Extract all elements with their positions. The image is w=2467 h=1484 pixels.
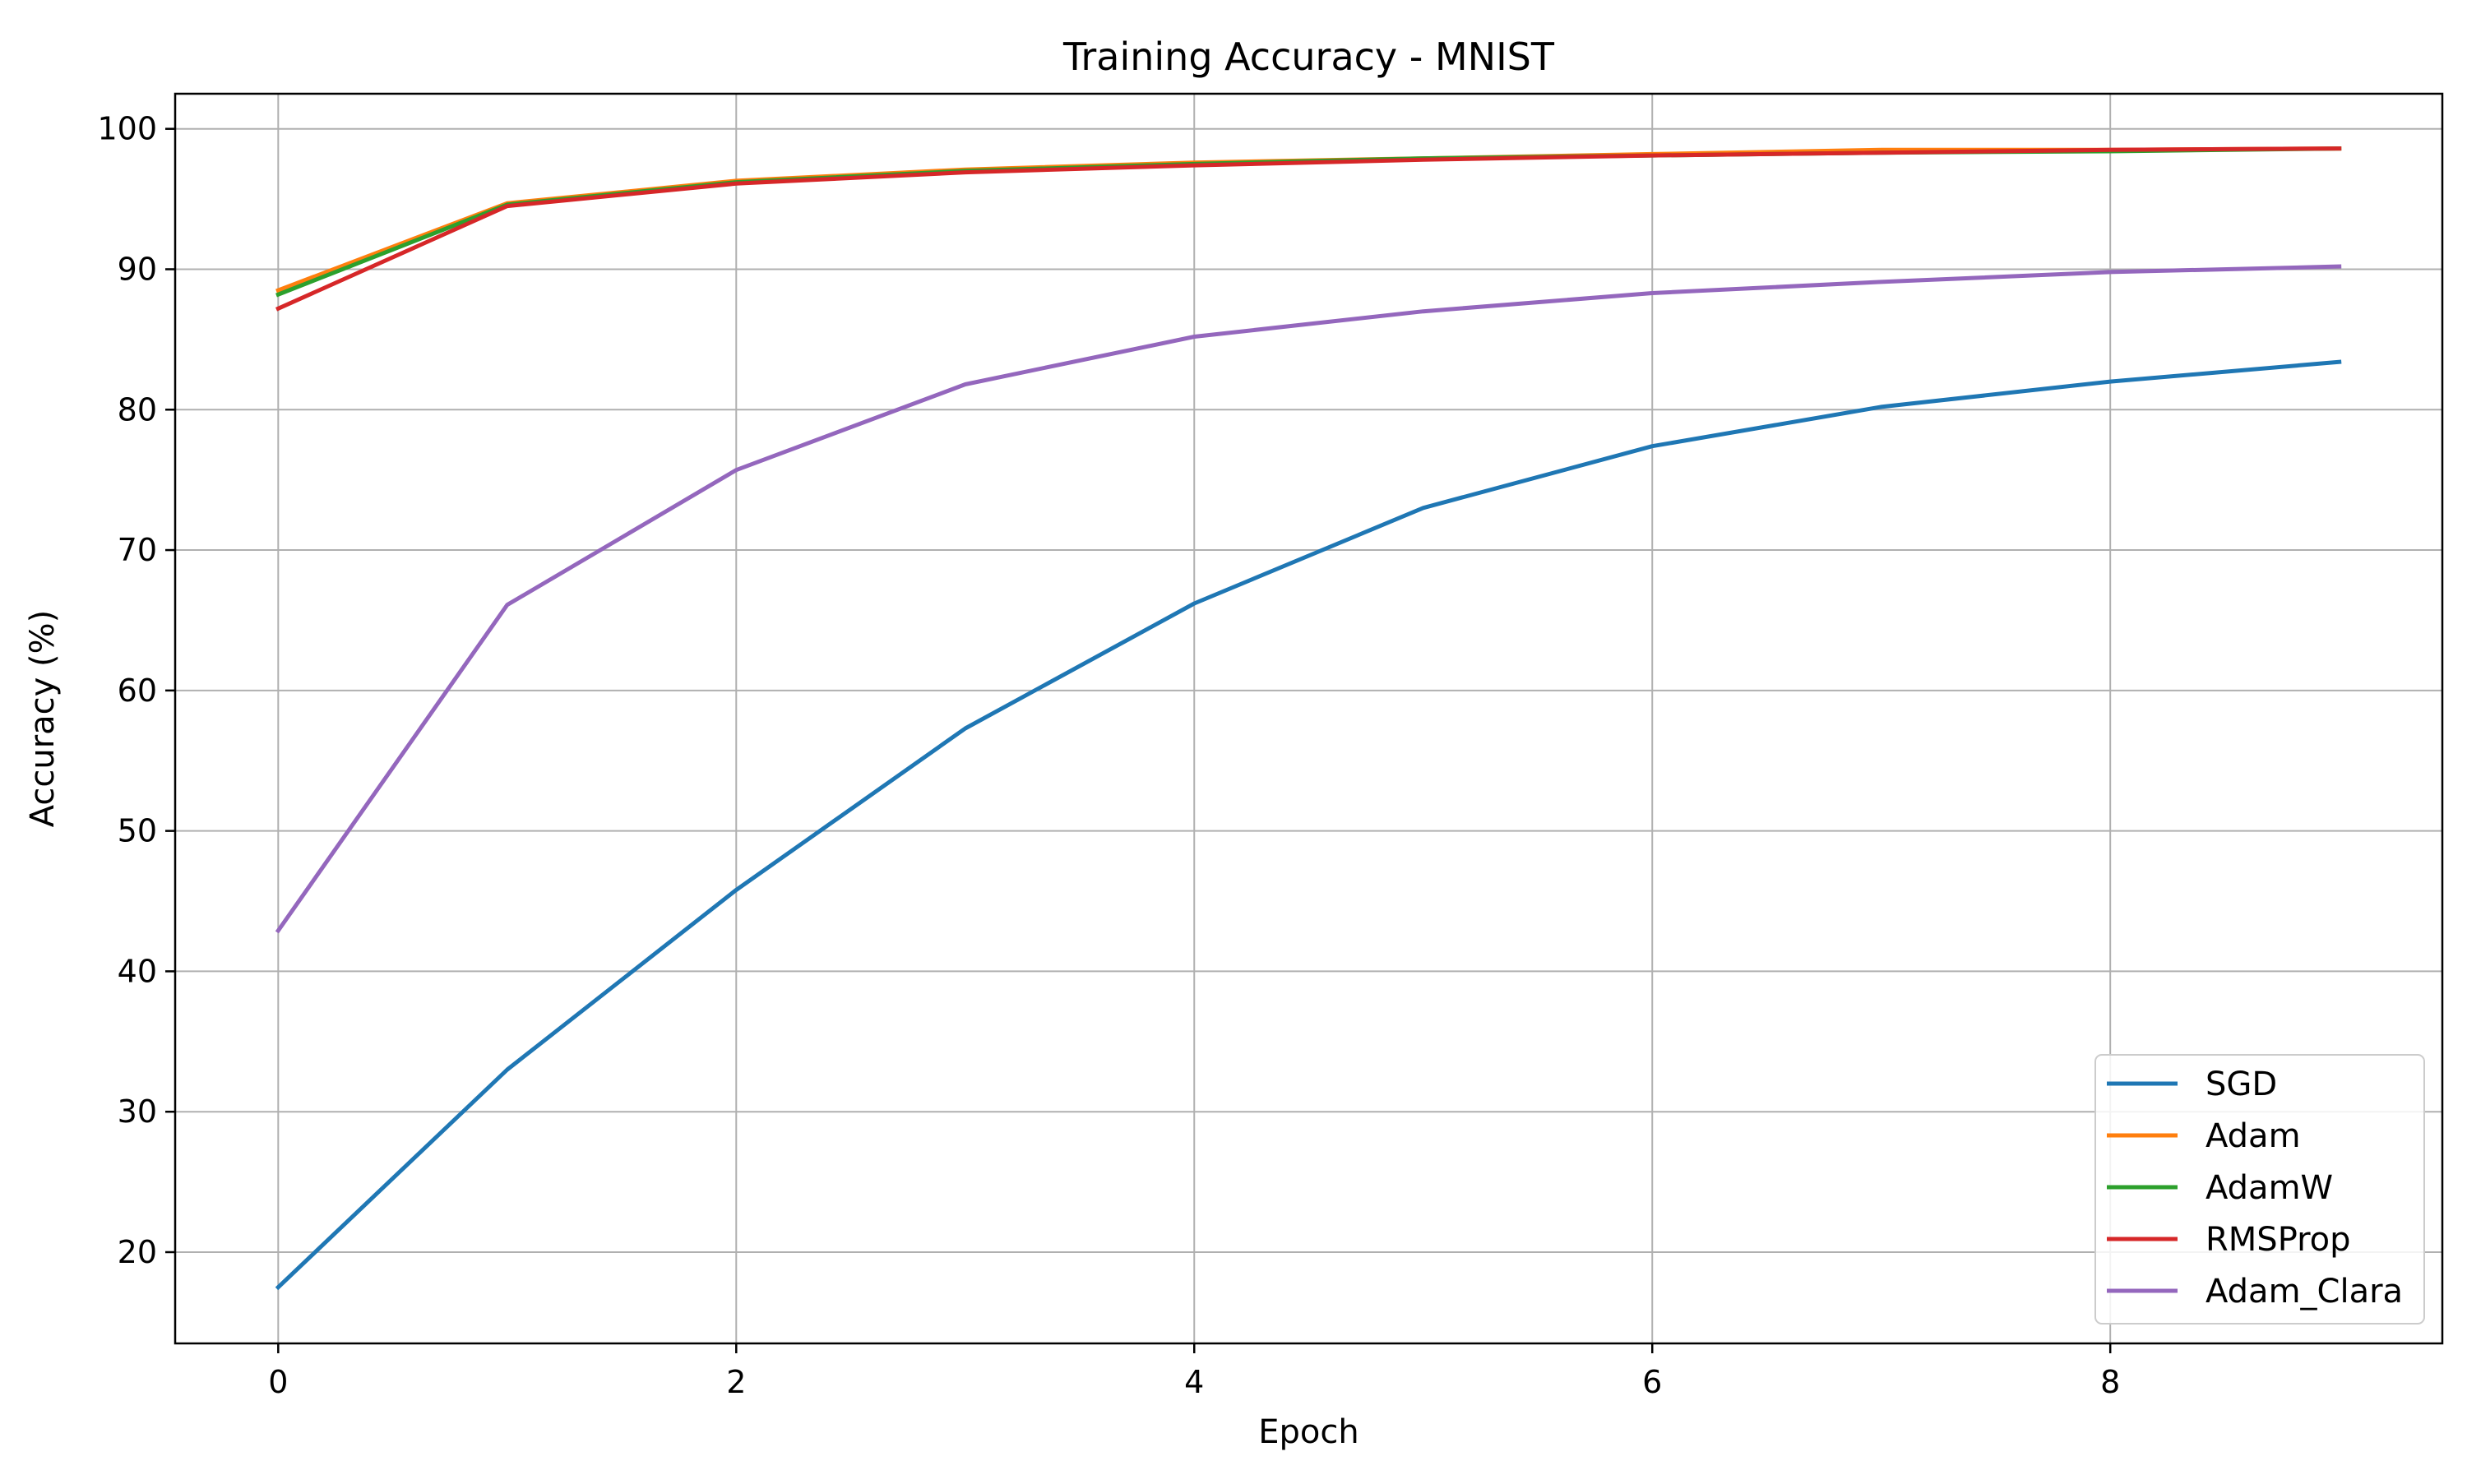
legend-box [2094,1054,2425,1325]
y-tick-label: 20 [118,1234,157,1270]
legend-label: RMSProp [2205,1221,2351,1259]
axis-ticks: 0 2 4 6 8 20 30 40 50 60 70 80 90 100 [97,111,2120,1400]
y-tick-label: 40 [118,953,157,989]
y-tick-label: 30 [118,1093,157,1130]
x-axis-title: Epoch [1258,1413,1358,1451]
chart-title: Training Accuracy - MNIST [1062,35,1555,79]
y-tick-label: 90 [118,251,157,287]
y-tick-label: 70 [118,532,157,568]
legend-label: AdamW [2205,1169,2333,1207]
y-tick-label: 60 [118,673,157,709]
grid [175,94,2442,1343]
x-tick-label: 0 [268,1364,288,1400]
series-lines [275,146,2342,1291]
series-line-sgd [275,359,2342,1291]
y-tick-label: 50 [118,813,157,849]
y-tick-label: 80 [118,391,157,428]
legend-label: SGD [2205,1066,2277,1103]
x-tick-label: 4 [1184,1364,1204,1400]
legend: SGD Adam AdamW RMSProp Adam_Clara [2094,1054,2425,1325]
series-line-rmsprop [275,146,2342,312]
plot-frame [174,92,2444,1345]
y-tick-label: 100 [97,111,157,147]
y-axis-title: Accuracy (%) [24,610,62,828]
x-tick-label: 2 [726,1364,746,1400]
series-line-adam_clara [275,264,2342,934]
x-tick-label: 8 [2100,1364,2120,1400]
x-tick-label: 6 [1642,1364,1662,1400]
legend-label: Adam [2205,1117,2301,1155]
legend-label: Adam_Clara [2205,1273,2403,1311]
